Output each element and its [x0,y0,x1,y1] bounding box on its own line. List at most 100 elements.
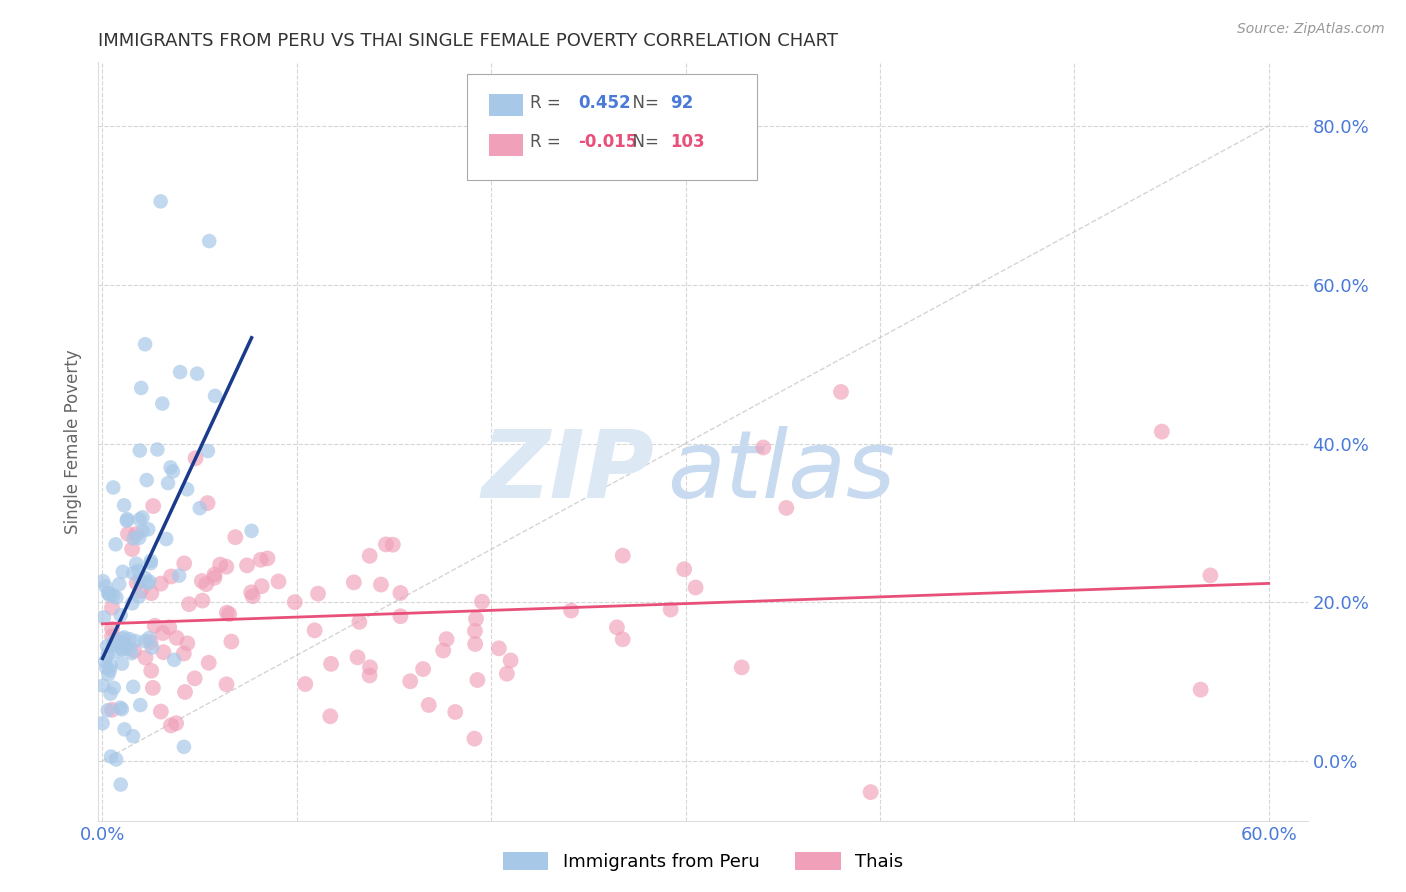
Point [160,718,183,732]
Point [110,636,132,650]
Point [606,620,628,634]
Point [612,549,634,563]
Legend: Immigrants from Peru, Thais: Immigrants from Peru, Thais [496,845,910,879]
Point [215,677,238,691]
Point [174,685,197,699]
Point [249,553,271,567]
Point [139,556,162,570]
Point [111,642,134,657]
Point [114,639,136,653]
Point [830,384,852,399]
Point [103,589,125,603]
Point [191,593,214,607]
Point [381,538,404,552]
Point [97,647,120,661]
Point [184,451,207,466]
Point [138,574,160,589]
Point [173,557,195,571]
Point [1199,568,1222,582]
Point [436,632,458,646]
Point [177,597,200,611]
Point [122,566,145,580]
Point [134,634,156,648]
Point [98,586,121,600]
Point [115,514,138,528]
Point [110,700,132,714]
Point [125,527,148,541]
Point [612,632,634,647]
Point [128,531,150,545]
Point [499,653,522,667]
Point [110,778,132,792]
Point [188,501,211,516]
Point [389,609,412,624]
Point [98,588,121,602]
Point [96,661,118,675]
Point [98,664,121,678]
Point [432,643,454,657]
Point [197,444,219,458]
Point [103,681,125,695]
Point [659,602,682,616]
Point [105,591,128,605]
Point [114,723,136,737]
Point [135,473,157,487]
Point [141,586,163,600]
Point [370,577,392,591]
Point [236,558,259,573]
Point [160,569,183,583]
Text: N=: N= [621,133,664,151]
Point [129,583,152,598]
Point [752,441,775,455]
Text: 0.452: 0.452 [578,94,631,112]
Point [191,574,214,588]
Point [149,576,172,591]
Point [125,557,148,571]
Point [101,703,124,717]
Point [204,567,226,582]
Point [124,634,146,648]
Point [97,586,120,600]
Text: ZIP: ZIP [482,425,655,518]
Point [118,641,141,656]
Point [152,645,174,659]
Point [139,554,162,568]
Point [224,530,246,544]
Point [183,671,205,685]
Point [134,571,156,585]
Point [131,510,153,524]
Point [115,512,138,526]
Point [215,606,238,620]
Point [129,698,152,712]
Point [138,631,160,645]
Point [173,647,195,661]
Point [399,674,422,689]
Point [418,698,440,712]
Point [112,498,135,512]
Point [94,579,117,593]
Point [167,568,190,582]
Point [104,633,127,648]
Point [169,365,191,379]
Point [221,634,243,648]
Text: Source: ZipAtlas.com: Source: ZipAtlas.com [1237,22,1385,37]
Point [155,532,177,546]
Point [685,581,707,595]
Point [139,635,162,649]
Point [173,739,195,754]
Point [176,636,198,650]
Point [152,626,174,640]
Point [464,624,486,638]
Point [496,666,519,681]
Point [204,389,226,403]
Point [163,653,186,667]
Point [775,500,797,515]
Point [157,476,180,491]
Point [104,645,127,659]
Point [122,643,145,657]
Point [91,574,114,589]
Point [319,657,342,671]
Point [93,610,115,624]
Point [202,571,225,585]
Point [101,639,124,653]
